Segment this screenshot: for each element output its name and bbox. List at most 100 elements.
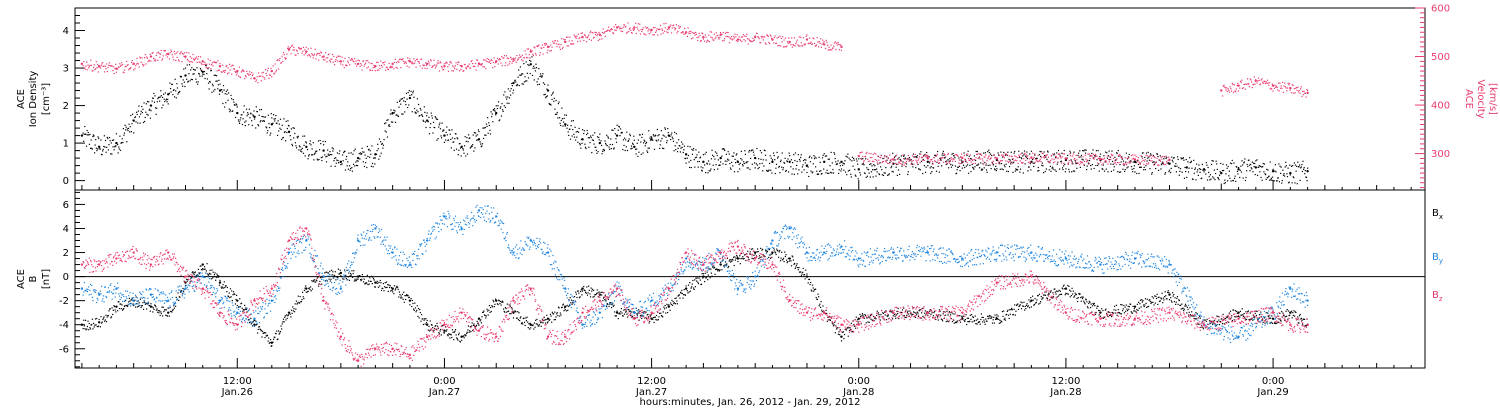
ion-density-fill-dot bbox=[1219, 171, 1221, 173]
bx-fill-dot bbox=[544, 322, 547, 324]
velocity-fill-dot bbox=[245, 76, 247, 78]
velocity-fill-dot bbox=[276, 59, 278, 62]
velocity-fill-dot bbox=[646, 26, 648, 29]
velocity-fill-dot bbox=[559, 48, 561, 50]
bx-fill-dot bbox=[265, 335, 267, 337]
bx-fill-dot bbox=[377, 286, 380, 288]
velocity-fill-dot bbox=[203, 63, 205, 66]
ion-density-fill-dot bbox=[1108, 150, 1110, 152]
ion-density-fill-dot bbox=[944, 157, 946, 159]
velocity-fill-dot bbox=[667, 31, 669, 34]
bx-fill-dot bbox=[367, 284, 369, 286]
ion-density-fill-dot bbox=[344, 150, 346, 152]
velocity-fill-dot bbox=[609, 30, 611, 32]
velocity-fill-dot bbox=[742, 34, 744, 36]
velocity-fill-dot bbox=[324, 59, 326, 61]
ion-density-fill-dot bbox=[911, 162, 913, 164]
velocity-point bbox=[80, 62, 84, 66]
ion-density-fill-dot bbox=[1102, 168, 1104, 170]
ion-density-fill-dot bbox=[410, 90, 412, 93]
bx-fill-dot bbox=[517, 319, 520, 321]
ion-density-fill-dot bbox=[1174, 165, 1176, 168]
ion-density-fill-dot bbox=[1293, 177, 1295, 179]
bx-fill-dot bbox=[162, 315, 164, 317]
velocity-fill-dot bbox=[160, 49, 162, 52]
velocity-fill-dot bbox=[752, 37, 754, 40]
ion-density-fill-dot bbox=[183, 68, 185, 70]
ion-density-fill-dot bbox=[617, 129, 619, 131]
bx-fill-dot bbox=[280, 325, 282, 327]
bx-fill-dot bbox=[395, 288, 397, 290]
velocity-fill-dot bbox=[347, 60, 349, 62]
ion-density-fill-dot bbox=[886, 159, 888, 161]
bx-fill-dot bbox=[256, 323, 258, 325]
ion-density-fill-dot bbox=[422, 119, 424, 121]
velocity-fill-dot bbox=[358, 60, 361, 62]
ion-density-fill-dot bbox=[407, 91, 409, 94]
ion-density-fill-dot bbox=[1121, 158, 1123, 160]
bx-fill-dot bbox=[351, 276, 354, 278]
ion-density-fill-dot bbox=[1153, 163, 1156, 166]
bx-fill-dot bbox=[404, 295, 406, 297]
ion-density-fill-dot bbox=[980, 162, 982, 164]
bx-fill-dot bbox=[259, 328, 261, 330]
ion-density-fill-dot bbox=[1197, 174, 1199, 177]
velocity-fill-dot bbox=[1297, 86, 1299, 88]
bx-fill-dot bbox=[159, 314, 161, 317]
velocity-fill-dot bbox=[735, 40, 738, 42]
velocity-fill-dot bbox=[968, 159, 970, 161]
ion-density-fill-dot bbox=[1216, 163, 1218, 165]
ion-density-fill-dot bbox=[700, 166, 702, 168]
velocity-fill-dot bbox=[508, 63, 510, 65]
bx-fill-dot bbox=[344, 276, 346, 278]
velocity-fill-dot bbox=[377, 61, 379, 63]
ion-density-fill-dot bbox=[729, 163, 731, 165]
velocity-fill-dot bbox=[1300, 88, 1302, 90]
velocity-fill-dot bbox=[417, 60, 419, 63]
velocity-fill-dot bbox=[273, 72, 276, 74]
velocity-fill-dot bbox=[1245, 83, 1247, 85]
ion-density-fill-dot bbox=[318, 149, 321, 151]
bx-fill-dot bbox=[649, 320, 651, 323]
velocity-fill-dot bbox=[1067, 163, 1069, 165]
bx-fill-dot bbox=[248, 321, 251, 324]
top-left-tick-label: 2 bbox=[63, 101, 69, 112]
velocity-fill-dot bbox=[526, 48, 528, 50]
bx-fill-dot bbox=[355, 280, 357, 282]
ion-density-fill-dot bbox=[876, 168, 878, 170]
velocity-fill-dot bbox=[288, 50, 290, 52]
bx-fill-dot bbox=[655, 314, 658, 317]
velocity-fill-dot bbox=[522, 60, 524, 62]
velocity-fill-dot bbox=[1258, 79, 1260, 82]
ion-density-fill-dot bbox=[1004, 154, 1007, 156]
ion-density-fill-dot bbox=[1217, 177, 1220, 179]
ion-density-fill-dot bbox=[260, 119, 262, 122]
velocity-fill-dot bbox=[576, 35, 578, 37]
ion-density-fill-dot bbox=[1125, 161, 1127, 163]
velocity-fill-dot bbox=[1299, 92, 1301, 94]
velocity-point bbox=[1220, 89, 1223, 92]
velocity-fill-dot bbox=[457, 61, 459, 63]
ion-density-fill-dot bbox=[464, 136, 466, 138]
velocity-fill-dot bbox=[319, 54, 321, 56]
velocity-fill-dot bbox=[673, 24, 675, 26]
ion-density-fill-dot bbox=[228, 108, 230, 110]
velocity-fill-dot bbox=[942, 157, 944, 159]
ion-density-fill-dot bbox=[477, 129, 480, 131]
ion-density-fill-dot bbox=[144, 116, 146, 119]
velocity-fill-dot bbox=[1023, 153, 1025, 155]
velocity-point bbox=[892, 158, 895, 161]
velocity-fill-dot bbox=[264, 78, 266, 80]
ion-density-fill-dot bbox=[1193, 159, 1195, 161]
velocity-fill-dot bbox=[280, 62, 282, 64]
velocity-fill-dot bbox=[300, 47, 302, 49]
velocity-fill-dot bbox=[694, 34, 696, 36]
ion-density-fill-dot bbox=[641, 133, 644, 135]
ion-density-fill-dot bbox=[995, 165, 997, 167]
ion-density-fill-dot bbox=[393, 109, 395, 111]
velocity-fill-dot bbox=[938, 162, 941, 164]
ion-density-fill-dot bbox=[852, 165, 854, 167]
bx-fill-dot bbox=[313, 279, 315, 281]
ion-density-fill-dot bbox=[1145, 165, 1147, 167]
